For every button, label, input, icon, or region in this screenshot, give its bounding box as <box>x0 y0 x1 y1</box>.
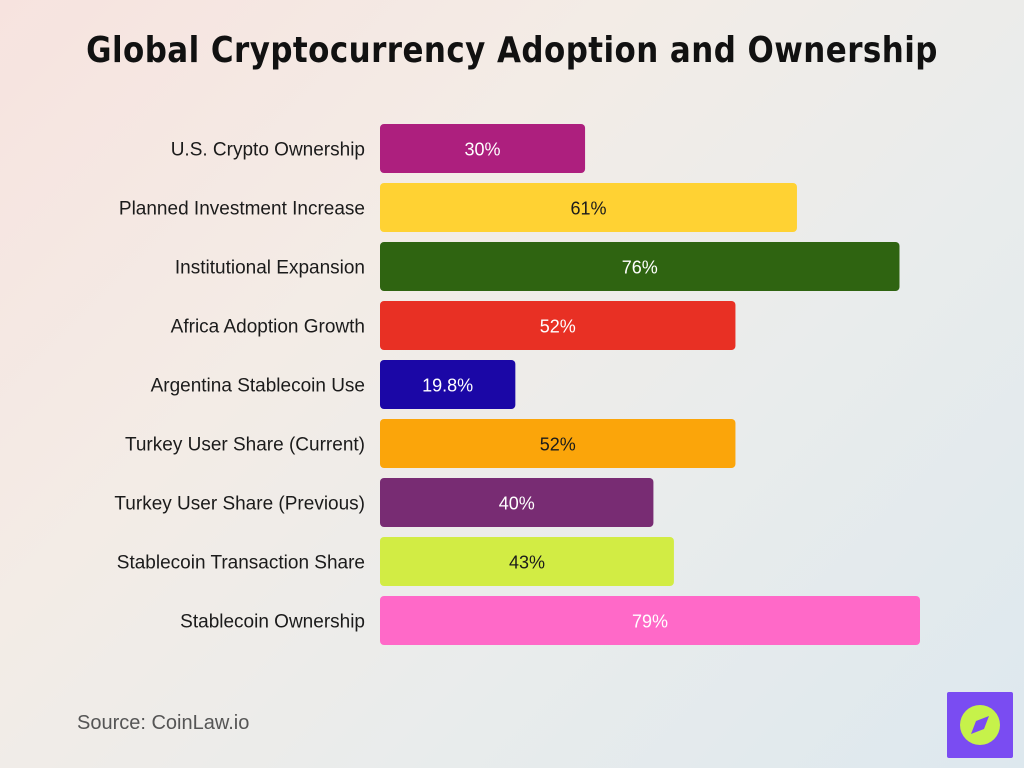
category-label: Institutional Expansion <box>175 258 365 279</box>
bar <box>380 537 674 586</box>
bar <box>380 242 900 291</box>
value-label: 30% <box>465 140 501 160</box>
value-label: 40% <box>499 494 535 514</box>
bar <box>380 183 797 232</box>
value-label: 76% <box>622 258 658 278</box>
value-label: 19.8% <box>422 376 473 396</box>
category-label: U.S. Crypto Ownership <box>171 140 365 161</box>
category-label: Turkey User Share (Current) <box>125 435 365 456</box>
value-label: 61% <box>570 199 606 219</box>
value-label: 43% <box>509 553 545 573</box>
chart-title: Global Cryptocurrency Adoption and Owner… <box>86 30 938 71</box>
bar <box>380 478 654 527</box>
bar <box>380 360 516 409</box>
category-label: Africa Adoption Growth <box>171 317 365 338</box>
category-label: Planned Investment Increase <box>119 199 365 220</box>
value-label: 79% <box>632 612 668 632</box>
value-label: 52% <box>540 317 576 337</box>
category-label: Stablecoin Ownership <box>180 612 365 633</box>
category-label: Turkey User Share (Previous) <box>114 494 365 515</box>
bar <box>380 596 920 645</box>
compass-icon <box>960 705 1000 745</box>
brand-logo <box>947 692 1013 758</box>
bar <box>380 124 586 173</box>
category-label: Stablecoin Transaction Share <box>117 553 365 574</box>
value-label: 52% <box>540 435 576 455</box>
category-label: Argentina Stablecoin Use <box>151 376 365 397</box>
source-note: Source: CoinLaw.io <box>77 712 250 734</box>
bar <box>380 301 736 350</box>
bar <box>380 419 736 468</box>
